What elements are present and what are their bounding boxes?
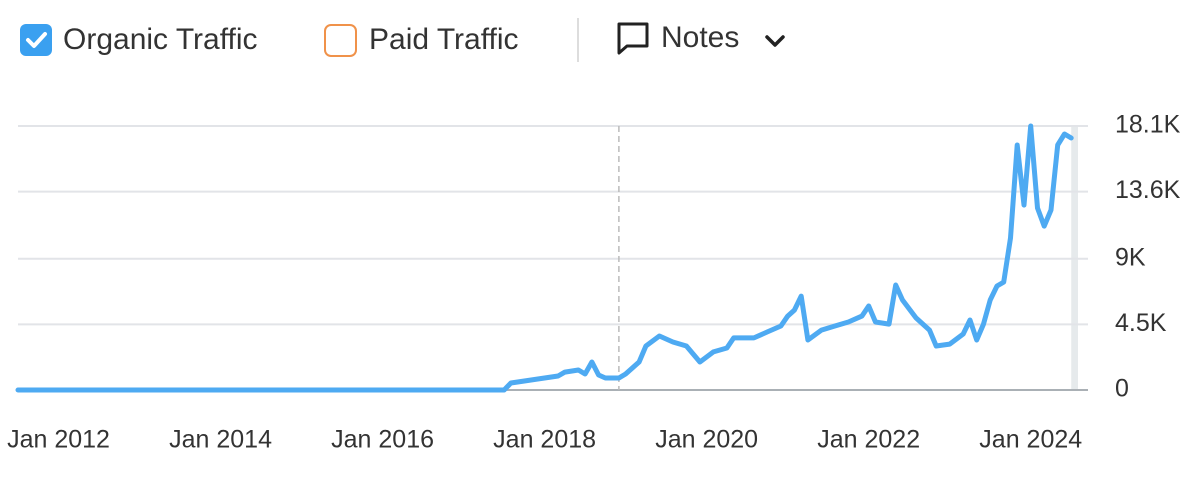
x-tick-label: Jan 2024	[979, 426, 1082, 454]
chevron	[765, 35, 785, 47]
legend-label: Paid Traffic	[369, 23, 519, 56]
notes-label: Notes	[661, 21, 739, 54]
notes-button[interactable]: Notes	[617, 21, 785, 55]
legend-label: Organic Traffic	[63, 23, 258, 56]
series-line	[15, 123, 1074, 393]
checkbox-checked[interactable]	[20, 24, 52, 56]
x-tick-label: Jan 2012	[7, 426, 110, 454]
y-tick-label: 18.1K	[1115, 111, 1181, 139]
legend-organic[interactable]: Organic Traffic	[20, 23, 258, 56]
y-tick-label: 13.6K	[1115, 176, 1181, 204]
legend-paid[interactable]: Paid Traffic	[324, 23, 519, 57]
y-tick-label: 4.5K	[1115, 309, 1167, 337]
plot: 0 4.5K 9K 13.6K 18.1K Jan 2012 Jan 2014 Jan 201…	[7, 111, 1181, 454]
checkbox-unchecked[interactable]	[324, 24, 357, 57]
y-tick-label: 9K	[1115, 243, 1146, 271]
x-tick-label: Jan 2022	[817, 426, 920, 454]
checkmark	[26, 32, 47, 48]
notes-icon	[617, 22, 649, 55]
x-tick-label: Jan 2014	[169, 426, 272, 454]
x-tick-label: Jan 2016	[331, 426, 434, 454]
x-tick-label: Jan 2020	[655, 426, 758, 454]
x-tick-label: Jan 2018	[493, 426, 596, 454]
y-tick-label: 0	[1115, 375, 1129, 403]
